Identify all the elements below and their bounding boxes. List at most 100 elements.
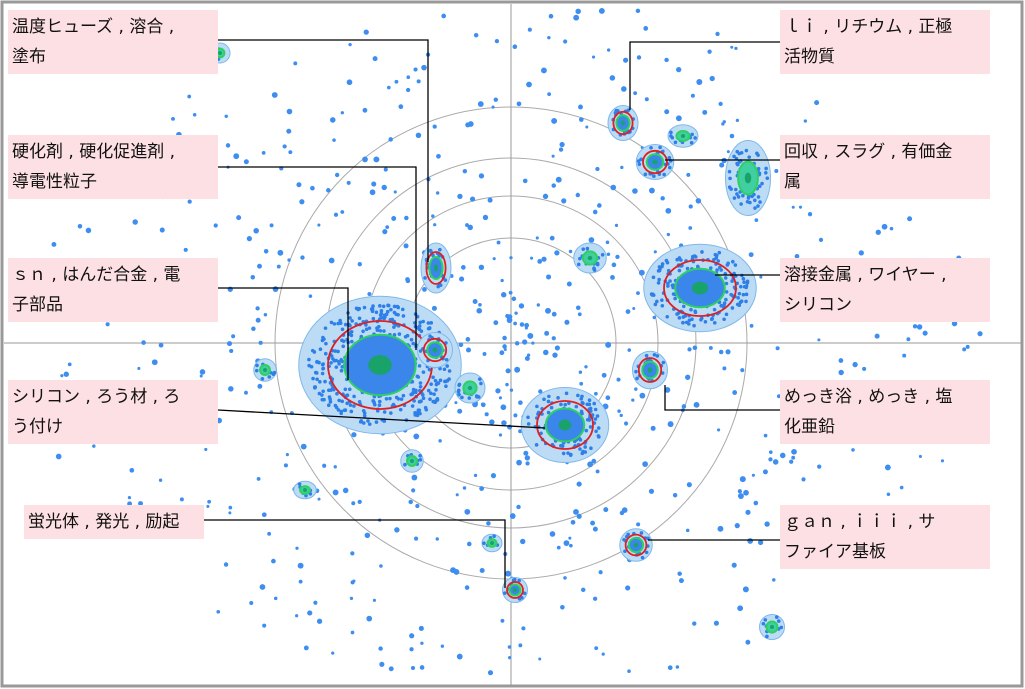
dot bbox=[749, 323, 754, 328]
dot bbox=[667, 421, 674, 428]
dot bbox=[259, 584, 266, 590]
dot bbox=[418, 320, 423, 325]
dot bbox=[546, 410, 551, 415]
dot bbox=[298, 579, 303, 584]
dot bbox=[340, 210, 345, 214]
dot bbox=[385, 309, 390, 314]
dot bbox=[320, 362, 325, 367]
dot bbox=[594, 646, 599, 651]
dot bbox=[648, 187, 655, 194]
dot bbox=[362, 414, 367, 418]
dot bbox=[364, 323, 368, 327]
dot bbox=[411, 387, 416, 392]
dot bbox=[625, 585, 631, 591]
dot bbox=[373, 156, 380, 163]
dot bbox=[334, 358, 339, 363]
dot bbox=[411, 341, 416, 346]
dot bbox=[427, 326, 432, 331]
dot bbox=[500, 404, 507, 411]
dot bbox=[598, 570, 603, 575]
dot bbox=[744, 292, 749, 297]
dot bbox=[367, 422, 372, 426]
dot bbox=[267, 375, 272, 379]
dot bbox=[286, 108, 293, 115]
dot bbox=[447, 369, 452, 373]
dot bbox=[660, 298, 664, 302]
dot bbox=[339, 368, 344, 373]
dot bbox=[333, 212, 339, 217]
dot bbox=[644, 97, 649, 102]
dot bbox=[467, 396, 472, 400]
dot bbox=[676, 66, 682, 73]
dot bbox=[151, 359, 158, 366]
dot bbox=[596, 426, 601, 430]
dot bbox=[500, 278, 504, 283]
dot bbox=[653, 250, 657, 254]
dot bbox=[601, 372, 607, 378]
dot bbox=[632, 188, 638, 194]
dot bbox=[418, 457, 423, 462]
dot bbox=[478, 264, 485, 271]
dot bbox=[619, 413, 623, 418]
dot bbox=[692, 621, 697, 626]
dot bbox=[918, 454, 922, 458]
dot bbox=[453, 569, 460, 575]
dot bbox=[554, 345, 560, 351]
dot bbox=[739, 150, 744, 155]
dot bbox=[213, 223, 218, 228]
dot bbox=[436, 284, 441, 289]
dot bbox=[763, 433, 768, 438]
dot bbox=[566, 451, 570, 455]
dot bbox=[435, 381, 440, 386]
dot bbox=[728, 176, 732, 181]
dot bbox=[331, 357, 335, 361]
dot bbox=[505, 368, 511, 374]
dot bbox=[551, 311, 557, 317]
dot bbox=[158, 478, 163, 482]
dot bbox=[411, 474, 418, 481]
dot bbox=[764, 166, 768, 171]
dot bbox=[518, 643, 523, 648]
dot bbox=[664, 387, 671, 393]
dot bbox=[678, 578, 684, 584]
dot bbox=[350, 339, 354, 344]
dot bbox=[732, 390, 738, 395]
label: 回収 , スラグ , 有価金属 bbox=[780, 135, 990, 199]
dot bbox=[258, 340, 263, 345]
dot bbox=[906, 337, 911, 342]
dot bbox=[558, 147, 564, 152]
dot bbox=[502, 335, 507, 341]
dot bbox=[385, 225, 390, 229]
dot bbox=[465, 337, 471, 342]
dot bbox=[689, 307, 693, 312]
dot bbox=[295, 614, 299, 618]
dot bbox=[733, 263, 738, 267]
dot bbox=[665, 314, 670, 319]
label: ｌｉ , リチウム , 正極 活物質 bbox=[780, 10, 990, 74]
dot bbox=[303, 645, 309, 651]
dot bbox=[526, 353, 531, 357]
dot bbox=[263, 312, 268, 317]
dot bbox=[563, 39, 568, 44]
dot bbox=[717, 250, 722, 255]
dot bbox=[507, 656, 512, 660]
label: 溶接金属 , ワイヤー , シリコン bbox=[780, 258, 990, 322]
dot bbox=[445, 364, 450, 368]
dot bbox=[293, 61, 298, 66]
dot bbox=[481, 402, 486, 408]
dot bbox=[467, 385, 473, 391]
dot bbox=[271, 92, 278, 98]
dot bbox=[593, 417, 598, 421]
dot bbox=[576, 393, 580, 398]
dot bbox=[371, 316, 376, 321]
dot bbox=[479, 381, 483, 386]
dot bbox=[592, 526, 598, 532]
dot bbox=[884, 464, 891, 471]
dot bbox=[333, 349, 338, 353]
clusters bbox=[209, 42, 785, 640]
dot bbox=[307, 357, 311, 362]
dot bbox=[368, 355, 392, 375]
dot bbox=[352, 394, 356, 399]
dot bbox=[652, 159, 658, 165]
dot bbox=[137, 366, 141, 370]
